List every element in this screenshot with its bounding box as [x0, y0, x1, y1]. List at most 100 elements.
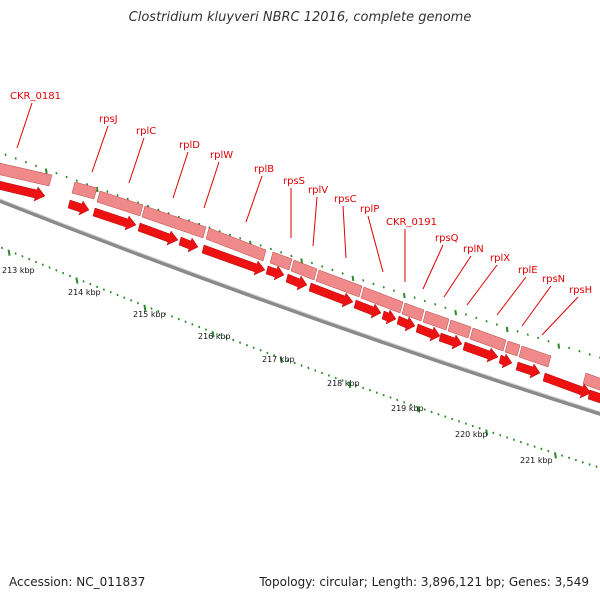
ruler-minor-tick: [595, 465, 598, 468]
gene-band: [360, 286, 404, 314]
genome-backbone: [0, 198, 600, 416]
ruler-minor-tick: [389, 396, 392, 399]
ruler-minor-tick: [526, 443, 529, 446]
ruler-minor-tick: [164, 312, 167, 316]
ruler-minor-tick: [21, 255, 24, 258]
ruler-minor-tick: [547, 449, 550, 453]
gene-arrow: [308, 282, 354, 308]
gene-label-rpss: rpsS: [283, 176, 305, 187]
ruler-minor-tick: [382, 393, 385, 397]
gene-band: [469, 327, 507, 352]
upper-major-tick: [402, 292, 406, 299]
ruler-minor-tick: [245, 343, 248, 347]
leader-line: [16, 102, 33, 149]
ruler-minor-tick: [96, 285, 99, 289]
gene-label-rpsj: rpsJ: [99, 114, 118, 125]
gene-band: [96, 190, 144, 217]
gene-label-rpld: rplD: [179, 140, 200, 151]
scale-label-218: 218 kbp: [327, 379, 360, 388]
ruler-minor-tick: [55, 269, 58, 272]
ruler-minor-tick: [533, 445, 536, 448]
gene-arrow: [515, 361, 541, 379]
ruler-minor-tick: [341, 379, 344, 382]
scale-label-214: 214 kbp: [68, 288, 101, 297]
ruler-minor-tick: [89, 282, 92, 286]
ruler-minor-tick: [130, 299, 133, 302]
upper-minor-tick: [259, 244, 262, 247]
upper-minor-tick: [392, 289, 396, 292]
ruler-minor-tick: [457, 420, 461, 423]
gene-band: [290, 259, 318, 281]
ruler-minor-tick: [286, 359, 289, 362]
ruler-minor-tick: [293, 361, 296, 365]
upper-minor-tick: [423, 299, 426, 303]
gene-label-rplv: rplV: [308, 185, 328, 196]
ruler-minor-tick: [204, 328, 208, 331]
gene-label-rplb: rplB: [254, 164, 274, 175]
upper-major-tick: [505, 326, 509, 333]
gene-band: [422, 310, 450, 331]
upper-minor-tick: [126, 197, 129, 201]
scale-label-216: 216 kbp: [198, 332, 231, 341]
upper-minor-tick: [526, 333, 529, 336]
ruler-minor-tick: [191, 323, 194, 326]
upper-minor-tick: [106, 190, 109, 193]
upper-major-tick: [557, 343, 561, 349]
upper-minor-tick: [372, 282, 375, 286]
scale-label-215: 215 kbp: [133, 310, 166, 319]
upper-major-tick: [300, 258, 304, 264]
ruler-minor-tick: [82, 280, 85, 283]
upper-minor-tick: [85, 182, 89, 186]
leader-line: [367, 215, 384, 273]
upper-minor-tick: [588, 353, 591, 356]
upper-minor-tick: [485, 319, 488, 323]
ruler-minor-tick: [48, 266, 51, 269]
gene-label-rplc: rplC: [136, 126, 156, 137]
gene-arrow: [137, 222, 179, 246]
leader-line: [172, 151, 189, 199]
ruler-minor-tick: [239, 341, 242, 344]
ruler-minor-tick: [273, 354, 276, 357]
upper-minor-tick: [280, 251, 283, 254]
gene-arrow: [67, 199, 90, 216]
upper-major-tick: [44, 168, 48, 174]
ruler-minor-tick: [28, 257, 31, 261]
upper-minor-tick: [547, 339, 550, 343]
ruler-minor-tick: [362, 386, 365, 390]
ruler-minor-tick: [499, 433, 502, 437]
gene-label-ckr-0181: CKR_0181: [10, 91, 61, 102]
upper-minor-tick: [75, 179, 78, 182]
ruler-minor-tick: [62, 271, 65, 275]
ruler-minor-tick: [430, 410, 433, 414]
ruler-minor-tick: [266, 351, 269, 355]
upper-minor-tick: [269, 247, 273, 251]
upper-minor-tick: [24, 160, 28, 164]
ruler-minor-tick: [116, 293, 119, 297]
leader-line: [128, 137, 145, 184]
leader-line: [245, 175, 263, 223]
upper-minor-tick: [516, 329, 519, 333]
ruler-minor-tick: [136, 301, 139, 305]
genome-backbone-inner: [0, 198, 600, 413]
gene-arrow: [498, 353, 513, 369]
gene-label-rpsq: rpsQ: [435, 233, 459, 244]
ruler-minor-tick: [157, 309, 160, 313]
upper-minor-tick: [331, 268, 334, 272]
gene-label-ckr-0191: CKR_0191: [386, 217, 437, 228]
gene-label-rplx: rplX: [490, 253, 510, 264]
ruler-minor-tick: [512, 438, 516, 442]
ruler-minor-tick: [471, 424, 474, 428]
gene-band: [582, 372, 600, 391]
ruler-minor-tick: [492, 431, 495, 435]
ruler-minor-tick: [177, 317, 180, 321]
accession-label: Accession: NC_011837: [9, 575, 146, 589]
scale-ruler-ticks: [1, 246, 598, 468]
upper-minor-tick: [475, 316, 478, 320]
ruler-minor-tick: [327, 374, 330, 377]
scale-label-221: 221 kbp: [520, 456, 553, 465]
upper-minor-tick: [218, 229, 221, 233]
ruler-minor-tick: [307, 366, 310, 370]
upper-minor-tick: [228, 233, 232, 237]
figure-title: Clostridium kluyveri NBRC 12016, complet…: [128, 10, 472, 25]
